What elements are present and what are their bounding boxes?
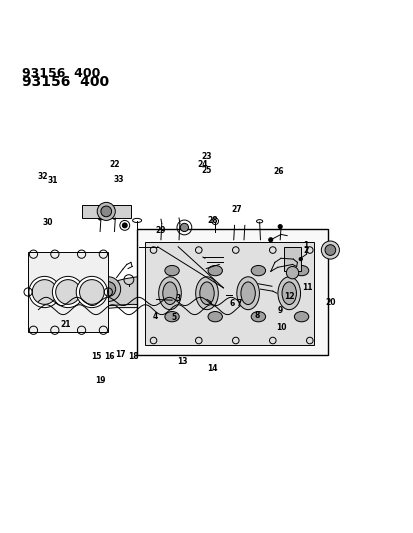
Text: 23: 23 [200,152,211,161]
Ellipse shape [195,277,218,310]
Text: 10: 10 [276,323,286,332]
Circle shape [79,280,104,304]
Circle shape [122,223,127,228]
Text: 9: 9 [277,306,282,316]
Circle shape [32,280,57,304]
Circle shape [286,266,298,279]
Circle shape [112,215,116,219]
Ellipse shape [236,277,259,310]
Ellipse shape [240,282,255,304]
Text: 6: 6 [228,299,234,308]
Text: 15: 15 [91,352,102,361]
Ellipse shape [277,277,300,310]
Text: 28: 28 [207,216,218,225]
Circle shape [52,277,83,308]
Bar [284,247,300,271]
Text: 5: 5 [171,313,176,322]
Ellipse shape [199,282,214,304]
Circle shape [57,283,67,293]
Polygon shape [28,252,108,332]
Text: 93156  400: 93156 400 [22,75,109,90]
Circle shape [258,287,261,291]
Text: 16: 16 [104,352,114,361]
Ellipse shape [281,282,296,304]
Circle shape [278,224,282,229]
Ellipse shape [251,265,265,276]
Text: 18: 18 [128,352,139,361]
Text: 8: 8 [254,311,259,319]
Polygon shape [81,205,131,218]
Circle shape [96,277,120,302]
Ellipse shape [207,311,222,322]
Text: 12: 12 [283,292,294,301]
Circle shape [324,245,335,255]
Text: 27: 27 [231,205,241,214]
Circle shape [180,223,188,231]
Circle shape [200,260,204,264]
Text: 25: 25 [200,166,211,175]
Text: 33: 33 [113,175,123,184]
Text: 22: 22 [109,160,119,169]
Text: 14: 14 [206,364,217,373]
Ellipse shape [158,277,181,310]
Circle shape [268,238,272,242]
Bar [137,230,328,355]
Text: 26: 26 [273,167,284,175]
Text: 17: 17 [115,350,126,359]
Ellipse shape [294,311,308,322]
Polygon shape [55,285,235,312]
Circle shape [203,266,208,271]
Ellipse shape [164,265,179,276]
Text: 19: 19 [95,376,106,385]
Circle shape [55,280,80,304]
Circle shape [320,241,339,259]
Circle shape [101,282,115,296]
Ellipse shape [164,311,179,322]
Text: 32: 32 [37,172,47,181]
Text: 1: 1 [302,240,308,249]
Ellipse shape [162,282,177,304]
Ellipse shape [294,265,308,276]
Text: 11: 11 [302,284,312,293]
Circle shape [256,282,259,285]
Text: 13: 13 [177,358,187,366]
Polygon shape [145,242,313,345]
Text: 29: 29 [155,226,166,235]
Circle shape [298,257,301,261]
Text: 3: 3 [175,294,180,303]
Ellipse shape [207,265,222,276]
Text: 20: 20 [324,298,335,307]
Circle shape [97,203,115,221]
Text: 7: 7 [236,299,241,308]
Circle shape [29,277,60,308]
Text: 2: 2 [302,246,308,255]
Text: 21: 21 [60,320,70,329]
Ellipse shape [251,311,265,322]
Text: 30: 30 [42,217,52,227]
Text: 24: 24 [197,160,208,169]
Circle shape [76,277,107,308]
Text: 4: 4 [152,312,158,321]
Text: 93156  400: 93156 400 [22,67,100,80]
Polygon shape [59,274,231,309]
Circle shape [98,217,102,220]
Circle shape [101,206,112,217]
Text: 31: 31 [47,176,58,185]
